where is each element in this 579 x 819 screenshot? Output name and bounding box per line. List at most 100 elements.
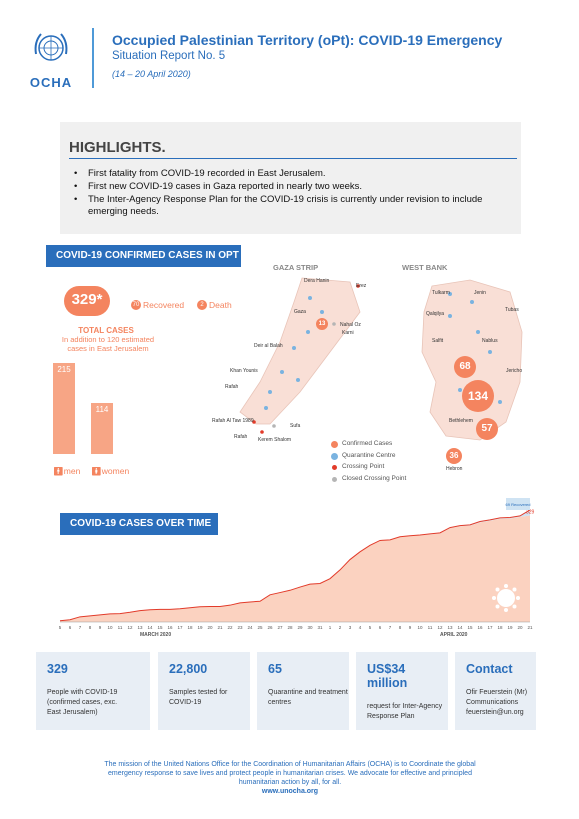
quarantine-markers xyxy=(264,292,502,410)
closed-crossing-markers xyxy=(272,322,336,428)
place-label: Erez xyxy=(356,283,367,289)
x-tick-label: 5 xyxy=(59,625,62,630)
x-tick-label: 10 xyxy=(107,625,113,630)
woman-icon: 🚺︎ xyxy=(91,466,102,476)
stat-value: 22,800 xyxy=(169,662,208,676)
x-tick-label: 23 xyxy=(237,625,243,630)
highlight-item: The Inter-Agency Response Plan for the C… xyxy=(70,194,516,218)
x-tick-label: 31 xyxy=(317,625,323,630)
wb-cases-bubble: 134 xyxy=(462,380,494,412)
recovered-annotation-box xyxy=(506,498,530,510)
legend-crossing: Crossing Point xyxy=(331,463,406,475)
place-label: Kerem Shalom xyxy=(258,437,292,443)
ocha-logo: OCHA xyxy=(26,28,76,92)
footer-mission: The mission of the United Nations Office… xyxy=(104,761,476,786)
men-label: 🚹︎men xyxy=(53,466,81,476)
recovered-count: 70 xyxy=(131,300,141,310)
x-tick-label: 7 xyxy=(79,625,82,630)
stat-desc: Quarantine and treatment centres xyxy=(268,689,348,706)
man-icon: 🚹︎ xyxy=(53,466,64,476)
place-label: Rafah Al Taw 1989 xyxy=(212,418,254,424)
x-tick-label: 3 xyxy=(349,625,352,630)
confirmed-area xyxy=(60,515,530,622)
stat-quarantine: 65 Quarantine and treatment centres xyxy=(257,652,349,730)
x-tick-label: 2 xyxy=(339,625,342,630)
x-tick-label: 13 xyxy=(447,625,453,630)
footer-link[interactable]: www.unocha.org xyxy=(261,788,319,795)
opt-map xyxy=(239,277,523,441)
x-tick-label: 30 xyxy=(307,625,313,630)
highlights-list: First fatality from COVID-19 recorded in… xyxy=(70,168,516,219)
x-tick-label: 18 xyxy=(187,625,193,630)
confirmed-line xyxy=(59,509,531,622)
x-tick-label: 16 xyxy=(167,625,173,630)
x-tick-label: 12 xyxy=(437,625,443,630)
x-tick-label: 4 xyxy=(359,625,362,630)
men-value: 215 xyxy=(57,365,71,374)
wb-cases-bubble: 36 xyxy=(446,448,462,464)
recovered-label: Recovered xyxy=(143,300,185,310)
highlight-item: First fatality from COVID-19 recorded in… xyxy=(70,168,516,180)
place-label: Tubas xyxy=(505,307,519,313)
x-tick-label: 28 xyxy=(287,625,293,630)
highlights-divider xyxy=(69,158,517,159)
stat-value: Contact xyxy=(466,662,513,676)
stat-desc: Ofir Feuerstein (Mr) Communications feue… xyxy=(466,689,528,716)
place-label: Nahal Oz xyxy=(340,322,361,328)
westbank-map-title: WEST BANK xyxy=(402,263,448,272)
x-tick-label: 9 xyxy=(409,625,412,630)
women-value: 114 xyxy=(95,405,109,414)
x-tick-label: 7 xyxy=(389,625,392,630)
total-cases-label: TOTAL CASES xyxy=(78,326,134,335)
report-dates: (14 – 20 April 2020) xyxy=(112,69,191,79)
x-tick-label: 24 xyxy=(247,625,253,630)
legend-quarantine: Quarantine Centre xyxy=(331,452,406,464)
place-label: Hebron xyxy=(446,466,463,472)
gaza-cases-bubble: 13 xyxy=(316,318,328,330)
x-tick-label: 8 xyxy=(89,625,92,630)
x-tick-label: 9 xyxy=(99,625,102,630)
stat-contact: Contact Ofir Feuerstein (Mr) Communicati… xyxy=(455,652,536,730)
chart-ticks: 5 6 7 8 9 10 11 12 13 14 15 16 17 18 19 20 21 22 23 24 25 26 2… xyxy=(59,498,535,638)
highlights-title: HIGHLIGHTS. xyxy=(69,139,166,156)
place-label: Rafah xyxy=(234,434,248,440)
x-tick-label: 11 xyxy=(428,625,433,630)
place-label: Jenin xyxy=(474,290,486,296)
men-bar xyxy=(53,363,75,454)
stat-value: 329 xyxy=(47,662,68,676)
x-tick-label: 21 xyxy=(527,625,533,630)
cases-over-time-chart: 5 6 7 8 9 10 11 12 13 14 15 16 17 18 19 20 21 22 23 24 25 26 2… xyxy=(59,498,535,638)
x-tick-label: 11 xyxy=(118,625,123,630)
x-tick-label: 15 xyxy=(157,625,163,630)
page-title: Occupied Palestinian Territory (oPt): CO… xyxy=(112,32,503,48)
gaza-map-title: GAZA STRIP xyxy=(273,263,319,272)
place-label: Dera Hanin xyxy=(304,278,330,284)
x-tick-label: 13 xyxy=(137,625,143,630)
stat-samples: 22,800 Samples tested for COVID-19 xyxy=(158,652,250,730)
death-count: 2 xyxy=(197,300,207,310)
x-tick-label: 17 xyxy=(177,625,183,630)
place-label: Khan Younis xyxy=(230,368,258,374)
x-tick-label: 29 xyxy=(297,625,303,630)
x-tick-label: 6 xyxy=(69,625,72,630)
x-tick-label: 12 xyxy=(127,625,133,630)
highlights-box: HIGHLIGHTS. First fatality from COVID-19… xyxy=(60,122,521,234)
map-legend: Confirmed Cases Quarantine Centre Crossi… xyxy=(331,440,406,486)
place-label: Bethlehem xyxy=(449,418,473,424)
stat-value: US$34 million xyxy=(367,662,408,690)
x-tick-label: 14 xyxy=(457,625,463,630)
x-tick-label: 26 xyxy=(267,625,273,630)
place-label: Jericho xyxy=(506,368,523,374)
chart-area xyxy=(59,509,531,623)
stat-desc: Samples tested for COVID-19 xyxy=(169,689,228,706)
virus-icon xyxy=(492,584,520,612)
legend-confirmed: Confirmed Cases xyxy=(331,440,406,452)
x-tick-label: 10 xyxy=(417,625,423,630)
x-tick-label: 8 xyxy=(399,625,402,630)
place-label: Tulkarm xyxy=(432,290,450,296)
x-tick-label: 22 xyxy=(227,625,233,630)
x-tick-label: 20 xyxy=(517,625,523,630)
x-tick-label: 18 xyxy=(497,625,503,630)
total-cases-note: In addition to 120 estimated cases in Ea… xyxy=(61,335,155,353)
x-tick-label: 25 xyxy=(257,625,263,630)
